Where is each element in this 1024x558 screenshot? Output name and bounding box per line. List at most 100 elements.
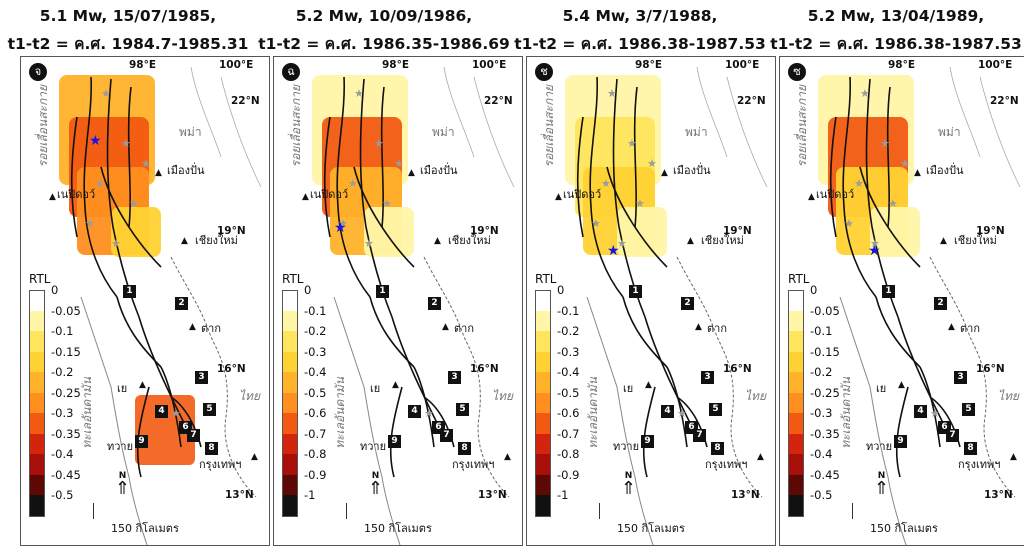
event-star-icon: ★	[607, 87, 617, 100]
coordinate-label: 22°N	[231, 95, 260, 107]
legend-title: RTL	[282, 272, 304, 286]
city-triangle-icon: ▲	[948, 322, 955, 332]
coordinate-label: 16°N	[723, 363, 752, 375]
coordinate-label: 100°E	[978, 59, 1013, 71]
legend-swatch	[29, 290, 45, 312]
scale-tick	[599, 503, 600, 519]
city-label: เนปิดอว์	[816, 188, 855, 201]
city-triangle-icon: ▲	[555, 192, 562, 202]
city-triangle-icon: ▲	[139, 380, 146, 390]
event-star-icon: ★	[111, 237, 121, 250]
legend-swatch	[788, 290, 804, 312]
city-triangle-icon: ▲	[189, 322, 196, 332]
north-arrow-icon: N ⇑	[621, 471, 636, 498]
coordinate-label: 98°E	[129, 59, 157, 71]
city-label: เย	[876, 382, 887, 395]
site-number-badge: 4	[408, 405, 421, 418]
legend-row: -0.2	[29, 365, 109, 393]
panel-title-line1: 5.2 Mw, 10/09/1986,	[295, 7, 473, 25]
legend-swatch	[29, 413, 45, 434]
city-label: เย	[623, 382, 634, 395]
city-triangle-icon: ▲	[757, 452, 764, 462]
fault-line	[380, 86, 385, 228]
city-label: กรุงเทพฯ	[199, 458, 242, 471]
city-label: ทวาย	[107, 440, 134, 453]
legend-value: -0.3	[304, 344, 327, 359]
legend-row: -0.7	[535, 427, 615, 454]
panel-letter-badge: ฉ	[282, 63, 300, 81]
coordinate-label: 19°N	[470, 225, 499, 237]
legend-row: -0.2	[282, 324, 362, 352]
site-number-badge: 4	[155, 405, 168, 418]
coordinate-label: 13°N	[478, 489, 507, 501]
legend-swatch	[29, 372, 45, 393]
event-star-icon: ★	[854, 177, 864, 190]
legend-swatch	[788, 351, 804, 372]
panel-title-line2: t1-t2 = ค.ศ. 1986.38-1987.53	[770, 35, 1022, 53]
legend-value: -0.7	[557, 426, 580, 441]
city-label: ทวาย	[613, 440, 640, 453]
panel-letter-badge: ซ	[788, 63, 806, 81]
fault-name-label: รอยเลื่อนสะกาย	[36, 85, 50, 168]
legend-value: -0.3	[810, 406, 833, 420]
legend-swatch	[788, 310, 804, 331]
site-number-badge: 1	[123, 285, 136, 298]
north-label: N	[371, 471, 380, 481]
scale-bar: 150 กิโลเมตร	[81, 503, 201, 535]
legend-row: -0.6	[282, 406, 362, 434]
city-label: กรุงเทพฯ	[958, 458, 1001, 471]
legend-swatch	[29, 433, 45, 454]
coordinate-label: 13°N	[225, 489, 254, 501]
legend-value: -0.35	[810, 426, 840, 441]
event-star-icon: ★	[647, 157, 657, 170]
fault-line	[875, 296, 921, 368]
event-star-icon: ★	[888, 197, 898, 210]
fault-line	[576, 116, 584, 238]
city-label: ตาก	[454, 322, 474, 335]
fault-name-label: รอยเลื่อนสะกาย	[795, 85, 809, 168]
legend-value: -0.5	[557, 385, 580, 400]
event-star-icon: ★	[870, 237, 880, 250]
site-number-badge: 3	[195, 371, 208, 384]
legend-row: -0.35	[788, 427, 868, 454]
map-panel: ★ ★ ★ ★ ★ ★ ★ ★ ★ ▲ ▲ ▲ ▲ ▲ ▲ ซ 98°E 100°E 22°N 19°N 16°N 13°…	[779, 56, 1024, 546]
legend-value: -1	[557, 488, 569, 502]
scale-label: 150 กิโลเมตร	[364, 522, 432, 535]
scale-label: 150 กิโลเมตร	[111, 522, 179, 535]
event-star-icon: ★	[617, 237, 627, 250]
north-arrow-icon: N ⇑	[874, 471, 889, 498]
legend-row: -0.15	[788, 345, 868, 372]
legend-value: -0.1	[557, 303, 580, 318]
coordinate-label: 100°E	[725, 59, 760, 71]
legend-swatch	[282, 474, 298, 495]
coordinate-label: 16°N	[217, 363, 246, 375]
legend-value: -0.4	[304, 365, 327, 379]
city-label: เชียงใหม่	[954, 234, 997, 247]
legend-row: -0.2	[535, 324, 615, 352]
legend-row: -0.25	[788, 386, 868, 413]
event-star-icon: ★	[121, 137, 131, 150]
site-number-badge: 1	[376, 285, 389, 298]
event-star-icon: ★	[677, 407, 687, 420]
legend-value: -0.1	[51, 324, 74, 338]
fault-name-label: รอยเลื่อนสะกาย	[289, 85, 303, 168]
city-label: เนปิดอว์	[563, 188, 602, 201]
map-svg: ★ ★ ★ ★ ★ ★ ★ ★ ★ ▲ ▲ ▲ ▲ ▲ ▲	[49, 66, 262, 545]
river-line	[949, 66, 1021, 188]
event-star-icon: ★	[880, 137, 890, 150]
site-number-badge: 4	[914, 405, 927, 418]
legend-swatch	[282, 454, 298, 475]
legend-swatch	[788, 454, 804, 475]
event-star-icon: ★	[101, 87, 111, 100]
legend-value: -0.15	[51, 344, 81, 359]
city-triangle-icon: ▲	[408, 168, 415, 178]
legend-swatch	[535, 351, 551, 372]
fault-line	[919, 366, 941, 448]
fault-line	[70, 116, 78, 238]
legend-row: -0.05	[788, 304, 868, 331]
site-number-badge: 1	[629, 285, 642, 298]
north-arrow-icon: N ⇑	[115, 471, 130, 498]
fault-line	[136, 386, 150, 478]
fault-line	[859, 166, 921, 268]
site-number-badge: 3	[701, 371, 714, 384]
